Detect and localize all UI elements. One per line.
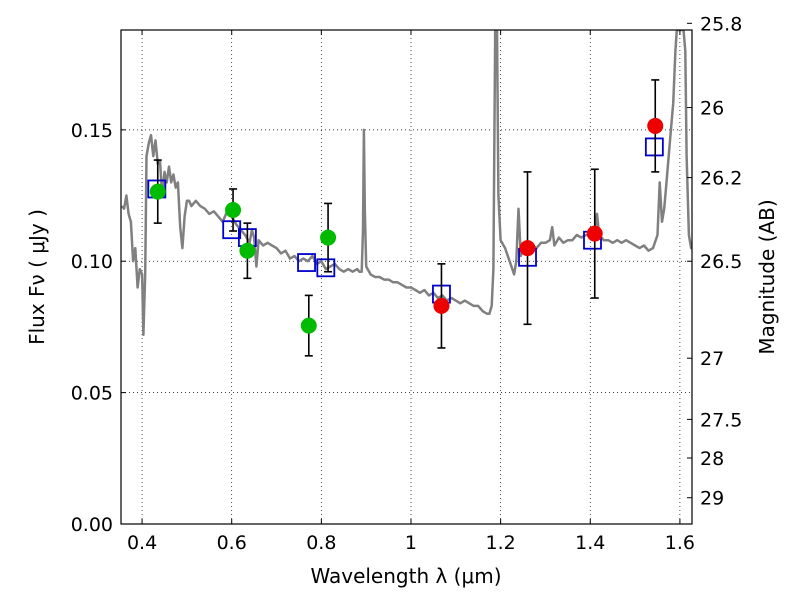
right-tick-label: 27.5: [700, 409, 742, 431]
nir-photometry-point: [433, 297, 450, 314]
model-flux-square: [222, 220, 242, 240]
right-tick-label: 26.2: [700, 168, 742, 190]
optical-photometry-point: [320, 229, 337, 246]
x-tick-label: 1: [405, 532, 417, 554]
x-tick-label: 1.6: [665, 532, 695, 554]
right-tick-label: 27: [700, 348, 724, 370]
optical-photometry-point: [239, 242, 256, 259]
model-flux-square: [644, 137, 664, 157]
y-tick-label: 0.00: [71, 514, 113, 536]
optical-photometry-point: [225, 201, 242, 218]
model-flux-square: [297, 253, 316, 272]
x-axis-label: Wavelength λ (μm): [310, 564, 501, 588]
y-tick-label: 0.05: [71, 383, 113, 405]
y-axis-label: Flux Fν ( μJy ): [25, 209, 49, 345]
optical-photometry-point: [300, 317, 317, 334]
right-tick-label: 29: [700, 488, 724, 510]
plot-frame: [120, 29, 693, 525]
x-tick-label: 0.6: [217, 532, 247, 554]
x-tick-label: 1.2: [486, 532, 516, 554]
grid-lines: [121, 30, 692, 525]
nir-photometry-point: [586, 225, 603, 242]
right-tick-label: 26.5: [700, 251, 742, 273]
model-flux-square: [316, 258, 336, 278]
right-tick-label: 28: [700, 448, 724, 470]
x-tick-label: 1.4: [575, 532, 605, 554]
nir-photometry-point: [647, 117, 664, 134]
nir-photometry-point: [519, 240, 536, 257]
plot-markers: [147, 79, 664, 357]
y-tick-label: 0.10: [71, 251, 113, 273]
x-tick-label: 0.8: [306, 532, 336, 554]
right-tick-label: 26: [700, 98, 724, 120]
right-tick-label: 25.8: [700, 13, 742, 35]
x-tick-label: 0.4: [127, 532, 157, 554]
axis-ticks: 0.4 0.6 0.8 1 1.2 1.4 1.6 0.00 0.05 0.10 0.15 25.8 2…: [71, 13, 743, 554]
sed-template-line: [121, 30, 692, 337]
optical-photometry-point: [149, 183, 166, 200]
plot-data: [121, 30, 692, 337]
y-axis-right-label: Magnitude (AB): [755, 199, 779, 354]
y-tick-label: 0.15: [71, 120, 113, 142]
